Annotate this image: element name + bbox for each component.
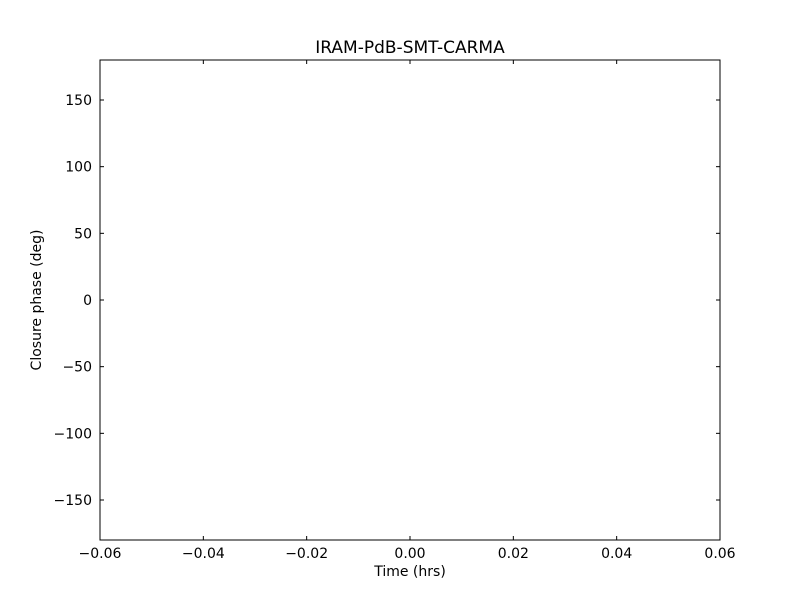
y-tick-label: −50 [62, 360, 92, 376]
x-tick-label: 0.02 [498, 546, 529, 562]
x-tick-label: −0.06 [79, 546, 122, 562]
y-tick-label: −100 [54, 426, 92, 442]
x-tick-label: −0.02 [285, 546, 328, 562]
x-tick-label: −0.04 [182, 546, 225, 562]
y-tick-label: 150 [65, 93, 92, 109]
x-tick-label: 0.00 [394, 546, 425, 562]
y-tick-label: 0 [83, 293, 92, 309]
y-axis-label: Closure phase (deg) [29, 230, 45, 371]
y-tick-label: 50 [74, 226, 92, 242]
x-tick-label: 0.04 [601, 546, 632, 562]
plot-area [99, 59, 721, 541]
y-tick-label: −150 [54, 493, 92, 509]
chart-title: IRAM-PdB-SMT-CARMA [315, 38, 505, 58]
x-axis-label: Time (hrs) [373, 564, 446, 580]
y-tick-label: 100 [65, 160, 92, 176]
x-tick-label: 0.06 [704, 546, 735, 562]
